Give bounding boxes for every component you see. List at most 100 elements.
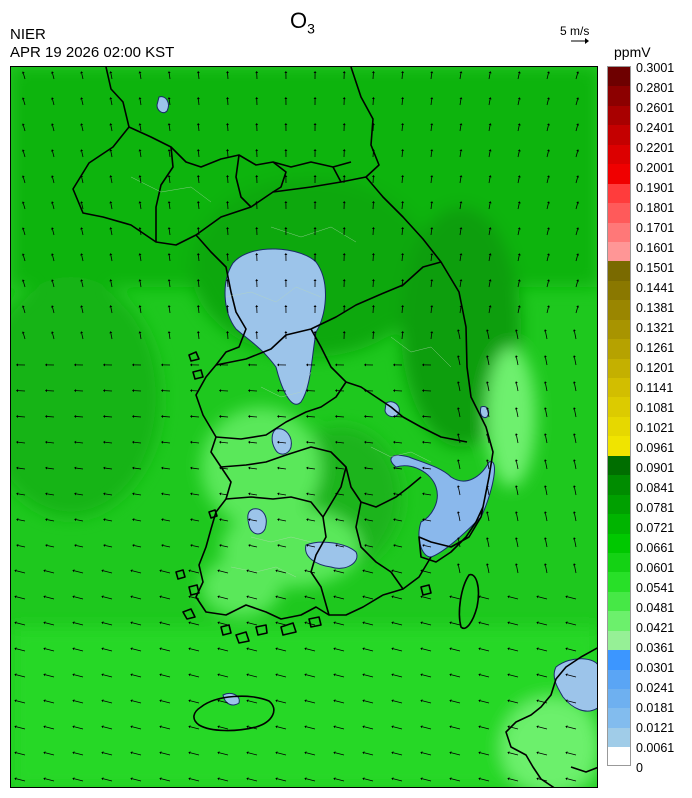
wind-arrow (451, 674, 461, 678)
wind-arrow (132, 596, 142, 600)
wind-arrow (546, 125, 549, 132)
wind-arrowhead (275, 673, 278, 677)
wind-arrowhead (217, 751, 220, 755)
wind-arrow (545, 435, 548, 444)
wind-arrowhead (43, 647, 46, 651)
wind-arrow (190, 778, 200, 782)
wind-arrowhead (167, 227, 171, 230)
wind-arrowhead (456, 511, 460, 514)
wind-arrow (52, 73, 55, 80)
wind-arrowhead (364, 518, 367, 522)
wind-arrow (17, 441, 26, 444)
wind-arrow (45, 648, 55, 652)
wind-arrow (401, 306, 403, 314)
wind-arrow (81, 307, 84, 314)
wind-arrow (487, 357, 490, 366)
wind-arrow (161, 726, 171, 730)
wind-arrow (45, 700, 55, 704)
wind-arrow (401, 124, 403, 132)
wind-arrowhead (138, 331, 142, 334)
wind-arrowhead (304, 647, 307, 651)
legend-label: 0.0661 (636, 541, 675, 555)
wind-arrowhead (543, 329, 547, 332)
wind-arrowhead (14, 673, 17, 677)
wind-arrowhead (72, 777, 75, 781)
wind-arrowhead (217, 725, 220, 729)
wind-arrowhead (543, 485, 547, 488)
wind-arrow (458, 513, 461, 522)
wind-arrow (364, 622, 374, 626)
wind-arrowhead (507, 621, 510, 625)
wind-arrowhead (226, 305, 230, 308)
wind-arrowhead (547, 253, 550, 256)
wind-arrowhead (109, 253, 113, 256)
wind-arrowhead (138, 227, 142, 230)
wind-arrow (335, 596, 345, 600)
wind-arrow (567, 648, 577, 652)
wind-arrow (190, 596, 200, 600)
reference-vector-arrow-icon (571, 38, 589, 44)
wind-arrowhead (255, 175, 259, 178)
wind-arrow (364, 570, 374, 574)
wind-arrowhead (420, 699, 423, 703)
wind-arrowhead (190, 543, 193, 547)
wind-arrow (248, 674, 258, 678)
wind-arrowhead (284, 123, 288, 126)
ozone-map[interactable] (10, 66, 598, 788)
legend-label: 0.0901 (636, 461, 675, 475)
wind-arrowhead (488, 97, 492, 100)
wind-arrowhead (275, 699, 278, 703)
wind-arrow (517, 281, 520, 288)
legend-label: 0.0241 (636, 681, 675, 695)
wind-arrowhead (130, 777, 133, 781)
wind-arrowhead (72, 725, 75, 729)
wind-arrowhead (507, 777, 510, 781)
wind-arrowhead (277, 440, 280, 444)
wind-arrow (574, 487, 577, 496)
wind-arrowhead (391, 647, 394, 651)
wind-arrowhead (342, 201, 346, 204)
wind-arrow (163, 493, 171, 496)
wind-arrow (451, 648, 461, 652)
wind-arrow (395, 467, 403, 470)
wind-arrowhead (196, 123, 200, 126)
wind-arrowhead (248, 492, 251, 496)
wind-arrow (422, 648, 432, 652)
wind-arrowhead (132, 440, 135, 444)
color-legend (607, 66, 631, 766)
wind-arrowhead (161, 414, 164, 418)
wind-arrow (81, 281, 84, 288)
wind-arrowhead (401, 97, 405, 100)
wind-arrow (74, 726, 84, 730)
wind-arrow (401, 254, 403, 262)
wind-arrowhead (393, 518, 396, 522)
wind-arrow (278, 416, 287, 418)
wind-arrowhead (196, 175, 200, 178)
wind-arrowhead (430, 71, 434, 74)
wind-arrow (219, 700, 229, 704)
wind-arrowhead (565, 699, 568, 703)
wind-arrowhead (449, 673, 452, 677)
wind-arrowhead (543, 563, 547, 566)
wind-arrowhead (277, 363, 280, 367)
wind-arrowhead (536, 777, 539, 781)
legend-swatch (608, 727, 630, 748)
wind-arrowhead (478, 595, 481, 599)
wind-arrowhead (335, 389, 338, 393)
wind-arrowhead (430, 279, 434, 282)
wind-arrowhead (514, 459, 518, 462)
wind-arrow (103, 726, 113, 730)
wind-arrow (422, 622, 432, 626)
wind-arrow (459, 281, 462, 288)
wind-arrow (567, 752, 577, 756)
wind-arrow (458, 357, 461, 366)
wind-arrowhead (219, 363, 222, 367)
wind-arrowhead (576, 175, 580, 178)
legend-label: 0.0121 (636, 721, 675, 735)
wind-arrow (161, 778, 171, 782)
wind-arrow (545, 539, 548, 548)
legend-labels: 0.3001 0.2801 0.2601 0.2401 0.2201 0.2001 0.19… (636, 61, 692, 775)
wind-arrowhead (536, 647, 539, 651)
wind-arrow (18, 519, 26, 522)
wind-arrow (458, 331, 461, 340)
